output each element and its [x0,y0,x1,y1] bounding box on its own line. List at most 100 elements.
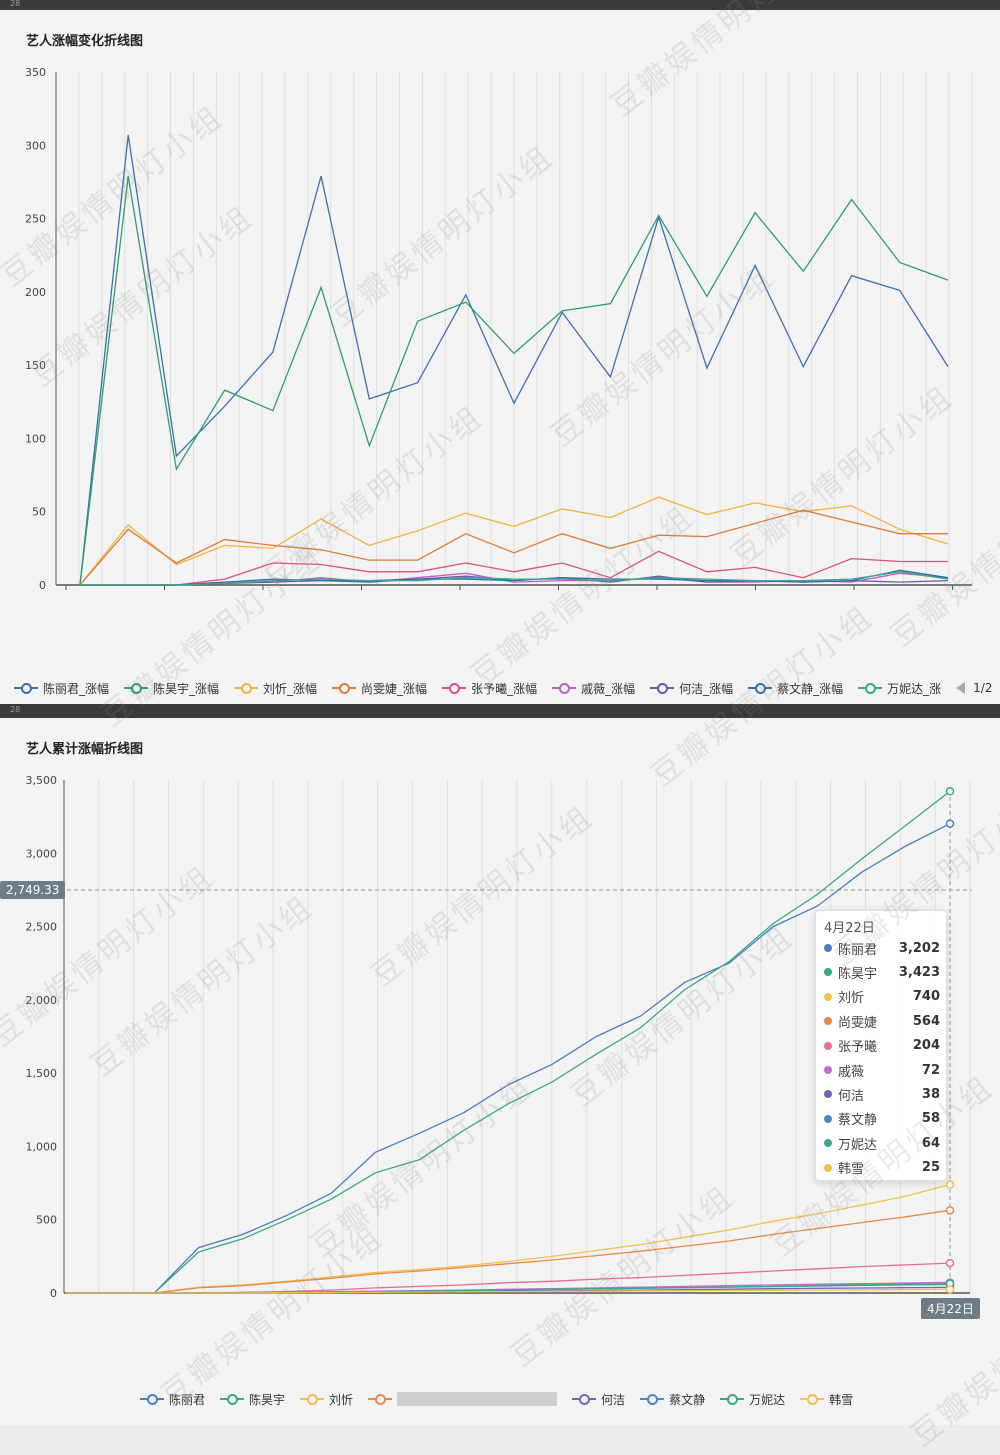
y-tick-label: 100 [25,432,46,445]
legend-marker-icon [572,1393,597,1405]
legend-marker-icon [140,1393,164,1405]
tooltip-series-name: 何洁 [838,1088,865,1104]
chart-panel-daily: 艺人涨幅变化折线图 0 50 100 150 200 250 300 350 陈丽君_涨幅 陈昊… [0,10,1000,704]
tooltip-value: 25 [921,1160,940,1176]
series-line [79,175,949,586]
legend-item[interactable]: 尚雯婕_涨幅 [332,680,427,697]
y-tick-label: 3,000 [26,847,58,860]
legend-label: 张予曦_涨幅 [471,681,538,696]
legend-marker-icon [220,1393,245,1405]
legend-item[interactable]: 张予曦_涨幅 [442,680,537,697]
tooltip-row: 张予曦 204 [824,1035,940,1057]
tooltip-series-name: 刘忻 [838,991,865,1007]
tooltip-row: 蔡文静 58 [824,1108,940,1130]
legend-label: 陈昊宇 [249,1392,286,1407]
chart-title: 艺人累计涨幅折线图 [26,742,144,757]
y-tick-label: 2,500 [26,921,58,934]
legend-item[interactable]: 万妮达 [720,1391,785,1408]
legend-label: 万妮达 [749,1392,786,1407]
legend-daily[interactable]: 陈丽君_涨幅 陈昊宇_涨幅 刘忻_涨幅 尚雯婕_涨幅 张予曦_涨幅 戚薇_涨幅 何洁_涨幅 蔡… [14,676,1000,700]
legend-marker-icon [332,682,357,694]
legend-marker-icon [748,682,773,694]
mid-mark: 28 [10,705,21,714]
legend-item[interactable]: 陈昊宇 [220,1391,285,1408]
tooltip-value: 204 [912,1038,940,1054]
tooltip-dot-icon [824,944,832,952]
tooltip-row: 尚雯婕 564 [824,1010,940,1032]
tooltip-dot-icon [824,1163,832,1172]
legend-item[interactable]: 万妮达_涨 [858,680,941,697]
tooltip-series-name: 戚薇 [838,1064,865,1080]
legend-label: 何洁_涨幅 [679,681,734,696]
tooltip-row: 陈昊宇 3,423 [824,961,940,983]
series-line [66,1209,951,1294]
legend-marker-icon [858,682,883,694]
y-tick-label: 150 [25,359,46,372]
tooltip-value: 64 [921,1135,940,1151]
legend-pager[interactable]: 1/2 [956,681,1000,695]
legend-item[interactable]: 陈丽君_涨幅 [14,680,109,697]
legend-item[interactable]: 刘忻 [300,1391,353,1408]
series-line [79,509,948,586]
tooltip-dot-icon [824,1090,832,1099]
series-line [80,571,949,586]
legend-marker-icon [234,682,259,694]
legend-item[interactable]: 蔡文静 [640,1391,705,1408]
tooltip-dot-icon [824,1066,832,1074]
y-tick-label: 2,000 [26,994,58,1007]
y-tick-label: 350 [25,66,46,79]
hover-tooltip: 4月22日 陈丽君 3,202 陈昊宇 3,423 刘忻 740 尚雯婕 564 张予曦 204 戚… [815,910,947,1181]
tooltip-row: 刘忻 740 [824,986,940,1008]
legend-marker-icon [14,682,38,694]
legend-item[interactable]: 陈昊宇_涨幅 [124,680,219,697]
legend-item[interactable]: 蔡文静_涨幅 [748,680,843,697]
y-tick-label: 500 [36,1214,57,1227]
legend-item[interactable]: 陈丽君 [140,1391,205,1408]
y-tick-label: 300 [25,139,46,152]
tooltip-row: 陈丽君 3,202 [824,937,940,959]
legend-cumulative[interactable]: 陈丽君 陈昊宇 刘忻 何洁 蔡文静 万妮达 韩雪 [140,1387,868,1411]
legend-item[interactable]: 刘忻_涨幅 [234,680,317,697]
series-endpoint [945,787,955,796]
legend-label: 何洁 [601,1392,626,1407]
prev-page-icon[interactable] [956,682,966,694]
top-status-bar: 28 [0,0,1000,10]
legend-item[interactable]: 韩雪 [800,1391,853,1408]
series-endpoint [945,1285,955,1294]
legend-item[interactable]: 戚薇_涨幅 [552,680,635,697]
y-tick-label: 0 [39,579,46,592]
chart-panel-cumulative: 艺人累计涨幅折线图 0 500 1,000 1,500 2,000 2,500 3,000 3… [0,718,1000,1425]
tooltip-value: 72 [921,1062,940,1078]
legend-item[interactable]: 何洁_涨幅 [650,680,733,697]
tooltip-series-name: 张予曦 [838,1040,878,1056]
legend-marker-icon [442,682,467,694]
tooltip-value: 38 [921,1086,940,1102]
tooltip-value: 3,202 [898,940,940,956]
legend-label: 陈昊宇_涨幅 [153,681,220,696]
legend-label: 万妮达_涨 [887,681,942,696]
legend-marker-icon [640,1393,665,1405]
crosshair-x-label: 4月22日 [921,1298,980,1319]
series-line [66,823,951,1294]
legend-item[interactable]: 何洁 [572,1391,625,1408]
legend-marker-icon [368,1393,393,1405]
legend-label: 韩雪 [829,1392,854,1407]
legend-marker-icon [124,682,149,694]
tooltip-value: 740 [912,989,940,1005]
tooltip-value: 3,423 [898,964,940,980]
legend-label: 刘忻 [329,1392,354,1407]
legend-item[interactable] [368,1392,558,1406]
series-line [79,134,949,586]
series-line [66,1183,951,1294]
legend-label: 刘忻_涨幅 [263,681,318,696]
tooltip-row: 韩雪 25 [824,1157,940,1179]
tooltip-series-name: 陈丽君 [838,942,878,958]
series-line [66,1288,951,1294]
legend-page-indicator: 1/2 [973,681,993,695]
legend-label [397,1392,558,1406]
tooltip-row: 万妮达 64 [824,1132,940,1154]
crosshair-y-label: 2,749.33 [0,881,66,899]
y-tick-label: 1,500 [26,1067,58,1080]
tooltip-value: 58 [921,1111,940,1127]
tooltip-dot-icon [824,968,832,977]
